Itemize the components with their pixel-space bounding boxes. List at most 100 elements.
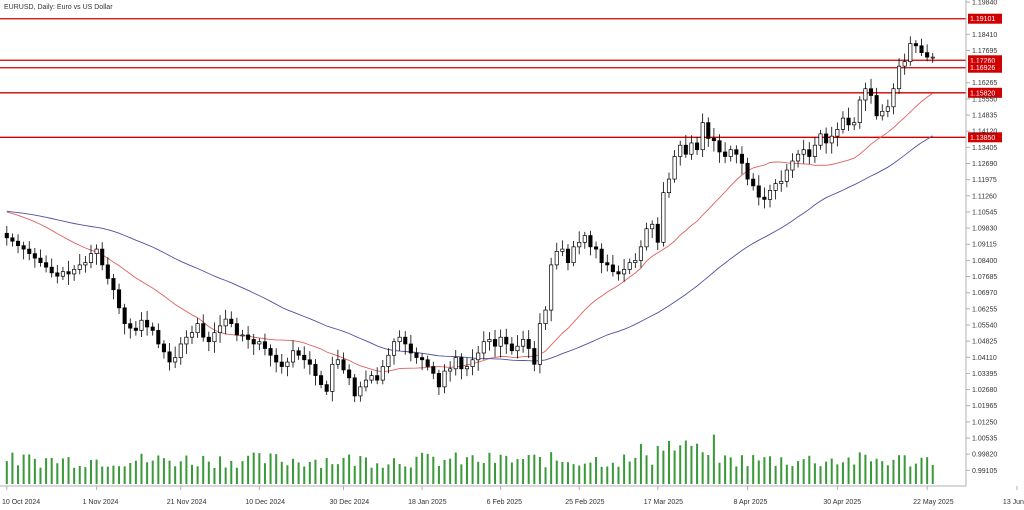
level-label-box	[968, 87, 1002, 98]
candle-body	[341, 359, 346, 371]
candle-body	[330, 363, 335, 392]
candle-body	[812, 144, 817, 157]
candle-body	[526, 339, 531, 349]
candle-body	[549, 264, 554, 311]
candle-body	[588, 235, 593, 248]
candle-body	[38, 257, 43, 264]
y-tick-label: 1.08400	[972, 258, 997, 265]
y-tick-label: 1.11260	[972, 193, 997, 200]
x-tick-label: 17 Mar 2025	[644, 499, 683, 506]
candle-body	[840, 117, 845, 130]
candle-body	[380, 366, 385, 381]
x-tick-label: 6 Feb 2025	[487, 499, 523, 506]
candle-body	[661, 192, 666, 243]
x-tick-label: 1 Nov 2024	[83, 499, 119, 506]
candle-body	[565, 248, 571, 264]
candle-body	[352, 377, 357, 397]
candle-body	[66, 271, 71, 275]
candle-body	[167, 351, 172, 363]
candle-body	[801, 149, 806, 155]
candle-body	[386, 354, 391, 367]
x-tick-label: 10 Dec 2024	[245, 499, 285, 506]
candle-body	[784, 169, 789, 182]
y-tick-label: 1.07685	[972, 274, 997, 281]
candle-body	[751, 178, 756, 187]
candle-body	[863, 88, 868, 101]
y-tick-label: 1.01965	[972, 403, 997, 410]
candle-body	[313, 363, 318, 376]
volume-histogram	[5, 434, 934, 484]
level-label: 1.13850	[970, 135, 995, 142]
candle-body	[128, 323, 133, 329]
candle-body	[779, 180, 784, 184]
candle-body	[10, 237, 15, 242]
candle-body	[930, 56, 935, 59]
y-tick-label: 1.19840	[972, 0, 997, 7]
candle-body	[403, 336, 408, 345]
y-tick-label: 1.14120	[972, 129, 997, 136]
candle-body	[442, 370, 447, 388]
candle-body	[908, 43, 913, 62]
candle-body	[655, 223, 660, 243]
candle-body	[94, 248, 99, 254]
candle-body	[683, 144, 688, 155]
candle-body	[504, 336, 509, 345]
candle-body	[397, 336, 402, 343]
candle-body	[745, 162, 750, 180]
x-tick-label: 21 Nov 2024	[167, 499, 207, 506]
candle-body	[846, 117, 851, 126]
candle-body	[868, 88, 874, 96]
candle-body	[49, 266, 54, 274]
level-label-box	[968, 55, 1002, 66]
y-tick-label: 1.02680	[972, 387, 997, 394]
candle-body	[919, 45, 924, 53]
candle-body	[436, 372, 441, 388]
candle-body	[133, 327, 138, 331]
candle-body	[594, 246, 599, 250]
candle-body	[55, 272, 60, 277]
moving-average-20-line	[6, 92, 933, 372]
candle-body	[739, 153, 744, 164]
candle-body	[762, 196, 767, 200]
candle-body	[874, 95, 879, 117]
candle-body	[240, 334, 245, 337]
candle-body	[459, 357, 464, 370]
candle-body	[554, 251, 559, 266]
candle-body	[880, 110, 885, 117]
candle-body	[408, 343, 413, 354]
level-label-box	[968, 13, 1002, 24]
candle-body	[515, 345, 520, 352]
candle-body	[27, 248, 32, 254]
y-tick-label: 1.18410	[972, 32, 997, 39]
candle-body	[885, 106, 890, 112]
candle-body	[532, 348, 537, 365]
candle-body	[100, 248, 105, 266]
candle-body	[728, 149, 733, 157]
y-tick-label: 1.00535	[972, 436, 997, 443]
candle-body	[206, 336, 211, 343]
candle-body	[420, 357, 425, 361]
candle-body	[285, 361, 290, 367]
candle-body	[161, 343, 166, 353]
candle-body	[543, 309, 548, 324]
candle-body	[229, 318, 234, 324]
candle-body	[246, 334, 251, 340]
candle-body	[88, 253, 94, 264]
moving-average-50-line	[6, 135, 933, 362]
candle-body	[857, 99, 862, 123]
candle-body	[4, 232, 9, 239]
y-tick-label: 1.13405	[972, 145, 997, 152]
level-label: 1.17260	[970, 58, 995, 65]
candle-body	[902, 61, 907, 67]
candle-body	[156, 330, 161, 345]
candle-body	[498, 336, 503, 347]
candle-body	[290, 350, 296, 363]
candle-body	[319, 375, 324, 385]
x-tick-label: 22 May 2025	[913, 499, 954, 506]
y-tick-label: 0.99105	[972, 468, 997, 475]
candle-body	[448, 368, 453, 372]
candle-body	[627, 262, 632, 270]
